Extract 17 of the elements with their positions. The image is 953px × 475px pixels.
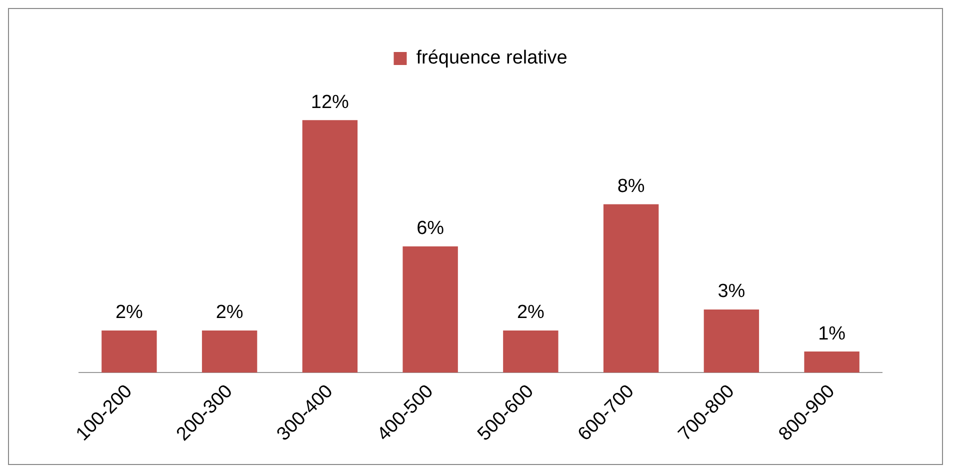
data-label: 6% (416, 218, 444, 240)
bar (302, 120, 358, 373)
data-label: 2% (216, 302, 244, 324)
data-label: 2% (516, 302, 545, 324)
data-label: 2% (115, 302, 144, 324)
data-label: 1% (818, 323, 846, 344)
bar (202, 330, 258, 373)
bar (503, 330, 558, 373)
bar (102, 330, 157, 373)
legend-label: fréquence relative (416, 48, 568, 69)
data-label: 8% (617, 176, 645, 197)
bar (804, 352, 860, 373)
bar (603, 204, 659, 373)
data-label: 3% (718, 281, 746, 302)
data-label: 12% (310, 92, 350, 113)
bar (704, 309, 760, 373)
bar (402, 246, 458, 373)
